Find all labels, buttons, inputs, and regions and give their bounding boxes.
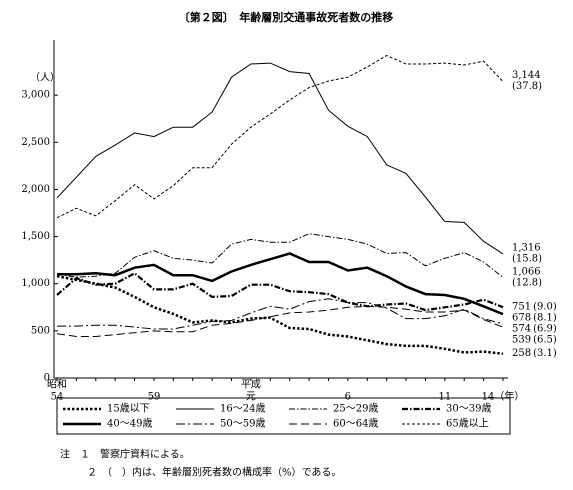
series-line <box>56 54 504 219</box>
y-tick-label: 1,000 <box>21 278 50 289</box>
legend-label: 16〜24歳 <box>220 403 265 415</box>
end-share-label: (9.0) <box>533 302 557 313</box>
end-share-label: (8.1) <box>533 313 557 324</box>
x-tick-label: 54 <box>51 392 64 403</box>
x-tick-label: 6 <box>345 392 351 403</box>
legend-label: 15歳以下 <box>107 403 150 415</box>
end-value-label: 1,066 <box>512 266 541 277</box>
y-tick-label: 1,500 <box>21 231 50 242</box>
legend-label: 65歳以上 <box>446 418 489 430</box>
end-value-label: 258 <box>512 348 531 359</box>
y-tick-label: 2,000 <box>21 184 50 195</box>
end-share-label: (3.1) <box>533 348 557 359</box>
y-tick-label: 0 <box>44 373 50 384</box>
y-tick-label: 2,500 <box>21 137 50 148</box>
x-tick-label: 59 <box>148 392 161 403</box>
series-line <box>56 62 504 255</box>
legend-box <box>56 397 511 435</box>
note: ２ （ ）内は、年齢層別死者数の構成率（%）である。 <box>87 466 341 479</box>
era-label: 平成 <box>241 379 261 391</box>
end-value-label: 678 <box>512 313 531 324</box>
end-value-label: 751 <box>512 302 531 313</box>
end-share-label: (6.9) <box>533 324 557 335</box>
series-line <box>56 274 504 355</box>
legend-label: 60〜64歳 <box>333 418 378 430</box>
legend-label: 30〜39歳 <box>446 403 491 415</box>
x-tick-label: 14（年） <box>482 390 525 403</box>
legend-label: 50〜59歳 <box>220 418 265 430</box>
end-value-label: 539 <box>512 335 531 346</box>
chart-title: 〔第２図〕 年齢層別交通事故死者数の推移 <box>179 10 394 24</box>
y-tick-label: 500 <box>31 325 50 336</box>
x-tick-label: 11 <box>438 392 451 403</box>
series-line <box>57 252 504 316</box>
y-tick-label: 3,000 <box>21 90 50 101</box>
end-value-label: 1,316 <box>512 242 541 253</box>
end-share-label: (15.8) <box>512 253 542 264</box>
series-line <box>56 271 504 312</box>
legend-label: 25〜29歳 <box>333 403 378 415</box>
note: 注 １ 警察庁資料による。 <box>60 448 190 461</box>
series-line <box>56 305 504 337</box>
end-value-label: 574 <box>512 324 531 335</box>
end-share-label: (37.8) <box>512 81 542 92</box>
end-share-label: (6.5) <box>533 335 557 346</box>
end-value-label: 3,144 <box>512 70 541 81</box>
series-line <box>57 298 504 330</box>
era-label: 昭和 <box>47 379 67 391</box>
x-tick-label: 元 <box>246 392 256 403</box>
legend-label: 40〜49歳 <box>107 418 152 430</box>
end-share-label: (12.8) <box>512 277 542 288</box>
y-unit: （人） <box>30 72 60 84</box>
